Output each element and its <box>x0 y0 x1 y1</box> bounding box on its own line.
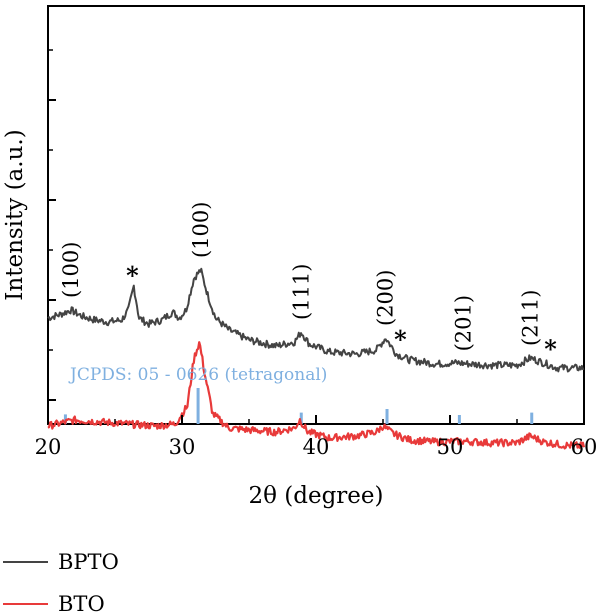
peak-label-0: (100) <box>59 242 83 298</box>
x-tick-label-40: 40 <box>303 435 330 459</box>
peak-label-6: (201) <box>451 295 475 351</box>
x-axis-ticks: 20 30 40 50 60 <box>35 415 598 459</box>
series-line-bpto <box>47 267 585 373</box>
legend-label-bto: BTO <box>58 592 105 615</box>
peak-label-3: (111) <box>289 264 313 320</box>
reference-pattern <box>63 388 534 424</box>
series-line-bto <box>47 341 586 450</box>
peak-label-2: (100) <box>189 202 213 258</box>
y-axis-label: Intensity (a.u.) <box>2 129 28 300</box>
plot-frame <box>47 5 585 425</box>
plot-area: (100) *(100)(111) (200)* (201) (211)* JCPDS:… <box>47 5 586 450</box>
x-axis-label: 2θ (degree) <box>248 483 383 509</box>
legend-label-bpto: BPTO <box>58 550 119 574</box>
impurity-marker-8: * <box>544 335 557 364</box>
peak-annotations: (100) *(100)(111) (200)* (201) (211)* <box>59 202 557 364</box>
series-group <box>47 267 586 450</box>
x-tick-label-60: 60 <box>571 435 598 459</box>
legend: BPTO BTO <box>3 550 119 615</box>
peak-label-4: (200) <box>374 270 398 326</box>
y-axis-ticks <box>48 49 56 401</box>
peak-label-7: (211) <box>518 290 542 346</box>
impurity-marker-5: * <box>394 325 407 354</box>
x-tick-label-20: 20 <box>35 435 62 459</box>
x-tick-label-30: 30 <box>169 435 196 459</box>
reference-pattern-label: JCPDS: 05 - 0626 (tetragonal) <box>68 365 327 385</box>
x-tick-label-50: 50 <box>437 435 464 459</box>
impurity-marker-1: * <box>126 261 139 290</box>
